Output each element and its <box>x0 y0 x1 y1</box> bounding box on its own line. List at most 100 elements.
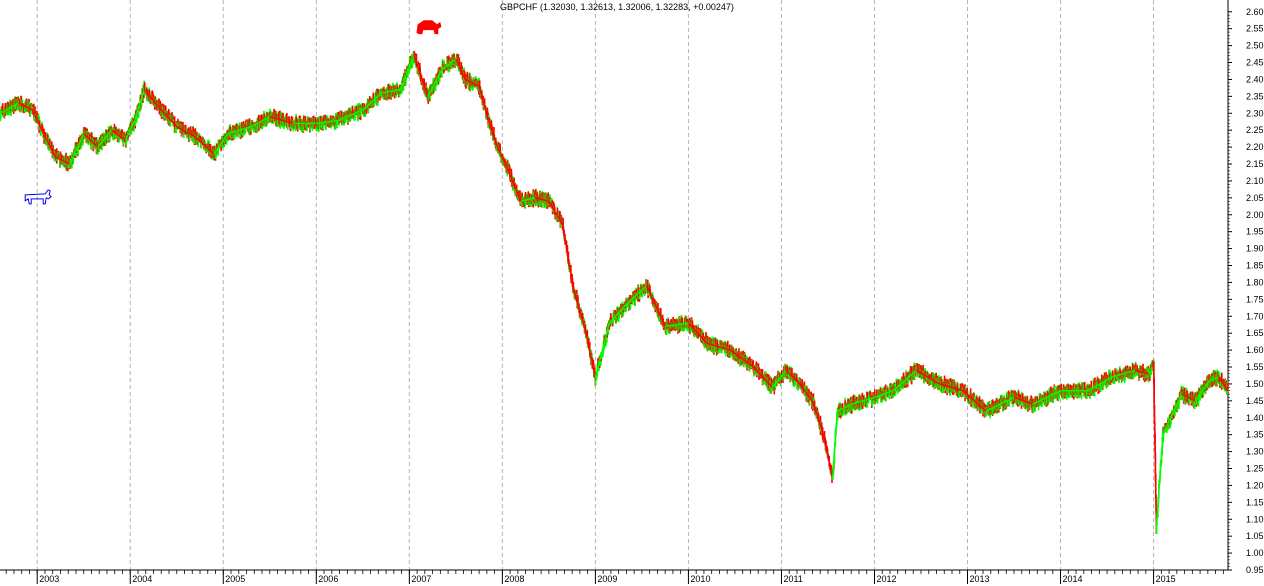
y-tick-label: 2.55 <box>1246 24 1264 34</box>
price-segment <box>381 88 401 94</box>
price-segment <box>69 133 85 165</box>
price-segment <box>194 136 215 155</box>
price-segment <box>706 342 731 351</box>
y-tick-label: 1.80 <box>1246 277 1264 287</box>
price-segment <box>562 224 573 283</box>
bear-icon <box>416 20 442 35</box>
chart-title: GBPCHF (1.32030, 1.32613, 1.32006, 1.322… <box>500 2 734 12</box>
price-segment <box>227 126 252 135</box>
y-tick-label: 1.85 <box>1246 261 1264 271</box>
price-segment <box>111 129 127 141</box>
y-tick-label: 1.40 <box>1246 413 1264 423</box>
price-segment <box>939 383 964 392</box>
price-segment <box>627 285 648 304</box>
price-segment <box>665 322 689 328</box>
price-segment <box>124 119 136 141</box>
y-tick-label: 1.65 <box>1246 328 1264 338</box>
x-year-label: 2006 <box>318 574 338 584</box>
price-segment <box>441 58 457 70</box>
price-segment <box>1162 393 1183 435</box>
x-year-label: 2008 <box>504 574 524 584</box>
x-year-label: 2003 <box>39 574 59 584</box>
price-segment <box>1111 369 1136 378</box>
price-segment <box>55 156 71 165</box>
price-series <box>0 50 1229 534</box>
y-tick-label: 2.25 <box>1246 125 1264 135</box>
price-segment <box>1155 434 1164 527</box>
x-year-label: 2014 <box>1063 574 1083 584</box>
y-tick-label: 2.20 <box>1246 142 1264 152</box>
price-segment <box>506 167 522 202</box>
price-segment <box>1209 376 1219 382</box>
price-segment <box>571 282 587 334</box>
x-year-label: 2013 <box>970 574 990 584</box>
price-segment <box>427 68 443 97</box>
y-tick-label: 2.60 <box>1246 7 1264 17</box>
price-segment <box>1194 380 1210 402</box>
y-tick-label: 1.15 <box>1246 497 1264 507</box>
y-tick-label: 2.30 <box>1246 108 1264 118</box>
x-year-label: 2012 <box>876 574 896 584</box>
price-segment <box>874 390 894 399</box>
price-segment <box>455 58 466 80</box>
price-segment <box>497 146 508 168</box>
price-segment <box>18 102 33 111</box>
y-tick-label: 2.35 <box>1246 91 1264 101</box>
bull-shape <box>24 189 52 205</box>
y-tick-label: 1.50 <box>1246 379 1264 389</box>
y-tick-label: 2.05 <box>1246 193 1264 203</box>
y-tick-label: 1.60 <box>1246 345 1264 355</box>
price-segment <box>799 383 815 405</box>
y-tick-label: 1.05 <box>1246 531 1264 541</box>
y-tick-label: 1.70 <box>1246 311 1264 321</box>
price-segment <box>1148 366 1155 375</box>
price-segment <box>585 333 597 378</box>
price-segment <box>1088 376 1113 392</box>
price-segment <box>915 369 940 385</box>
y-tick-label: 1.55 <box>1246 362 1264 372</box>
x-year-label: 2004 <box>132 574 152 584</box>
price-segment <box>520 197 536 202</box>
y-tick-label: 2.50 <box>1246 41 1264 51</box>
y-tick-label: 2.40 <box>1246 74 1264 84</box>
price-segment <box>729 349 754 368</box>
y-tick-label: 1.00 <box>1246 548 1264 558</box>
y-tick-label: 2.10 <box>1246 176 1264 186</box>
price-segment <box>250 116 271 128</box>
x-year-label: 2010 <box>690 574 710 584</box>
price-segment <box>413 55 429 97</box>
price-segment <box>487 119 499 148</box>
price-segment <box>143 89 159 107</box>
x-year-label: 2007 <box>411 574 431 584</box>
price-segment <box>83 133 99 148</box>
price-segment <box>962 390 987 412</box>
price-segment <box>1032 390 1061 405</box>
price-segment <box>892 369 917 392</box>
price-segment <box>1181 393 1196 402</box>
y-tick-label: 2.15 <box>1246 159 1264 169</box>
x-year-label: 2005 <box>225 574 245 584</box>
price-segment <box>687 322 708 344</box>
price-segment <box>1218 376 1229 392</box>
y-tick-label: 1.25 <box>1246 464 1264 474</box>
bull-icon <box>24 189 52 205</box>
x-year-label: 2015 <box>1156 574 1176 584</box>
price-segment <box>464 78 480 87</box>
price-segment <box>813 404 824 435</box>
y-tick-label: 1.95 <box>1246 227 1264 237</box>
price-segment <box>0 102 19 114</box>
price-segment <box>851 396 875 405</box>
y-tick-label: 1.75 <box>1246 294 1264 304</box>
y-tick-label: 2.45 <box>1246 58 1264 68</box>
price-segment <box>785 369 801 385</box>
price-segment <box>213 133 229 155</box>
price-segment <box>836 403 852 412</box>
price-segment <box>753 366 773 388</box>
y-axis: 2.60 2.55 2.50 2.45 2.40 2.35 2.30 2.25 2.20 2.15… <box>1227 0 1264 575</box>
price-segment <box>316 119 340 125</box>
y-tick-label: 1.30 <box>1246 447 1264 457</box>
price-segment <box>822 434 834 479</box>
x-axis-year-labels: 2003 2004 2005 2006 2007 2008 2009 2010 2011 2012… <box>39 574 1175 584</box>
price-segment <box>608 302 629 324</box>
